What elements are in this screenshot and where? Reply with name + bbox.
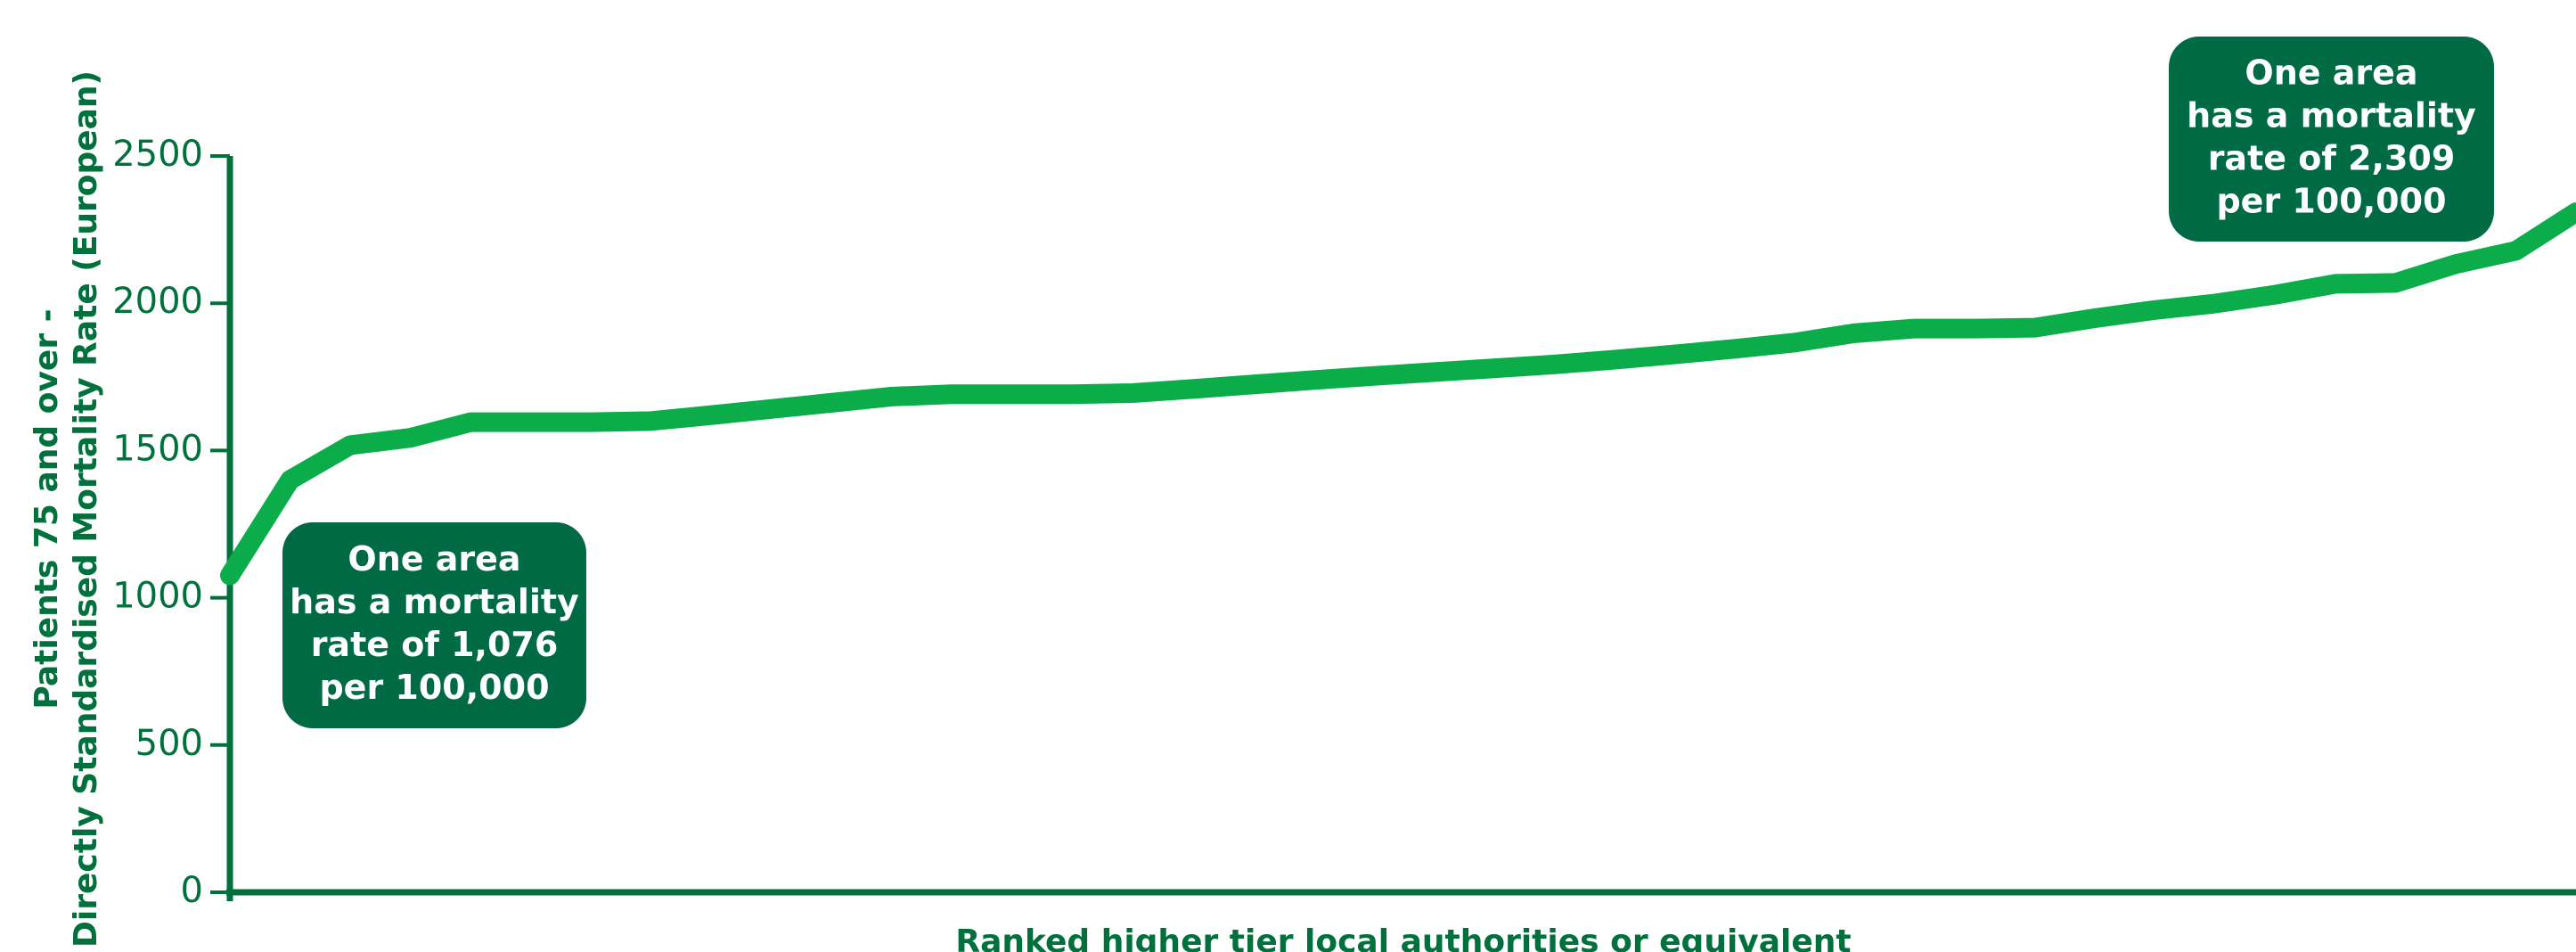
callout-text: per 100,000 <box>2216 182 2446 221</box>
x-axis-title: Ranked higher tier local authorities or … <box>955 923 1851 952</box>
y-tick-label: 500 <box>135 723 203 764</box>
y-tick-label: 1000 <box>112 576 203 617</box>
y-tick-label: 0 <box>181 870 203 911</box>
callout-box <box>274 514 594 736</box>
data-line <box>220 202 2576 586</box>
y-tick-label: 1500 <box>112 428 203 469</box>
callout-text: has a mortality <box>290 582 579 621</box>
y-axis-title-line: Patients 75 and over - <box>29 308 65 709</box>
callout-text: One area <box>348 539 520 579</box>
callout-text: per 100,000 <box>319 668 549 707</box>
callout-text: One area <box>2245 53 2417 93</box>
callout-text: rate of 2,309 <box>2208 139 2456 178</box>
callout-box <box>2161 29 2502 250</box>
y-axis-title-line: Directly Standardised Mortality Rate (Eu… <box>68 70 104 948</box>
callout-text: has a mortality <box>2187 96 2476 135</box>
y-axis-title: Patients 75 and over - Directly Standard… <box>29 70 104 948</box>
y-tick-label: 2500 <box>112 134 203 175</box>
callout-text: rate of 1,076 <box>311 625 559 664</box>
y-tick-label: 2000 <box>112 281 203 322</box>
